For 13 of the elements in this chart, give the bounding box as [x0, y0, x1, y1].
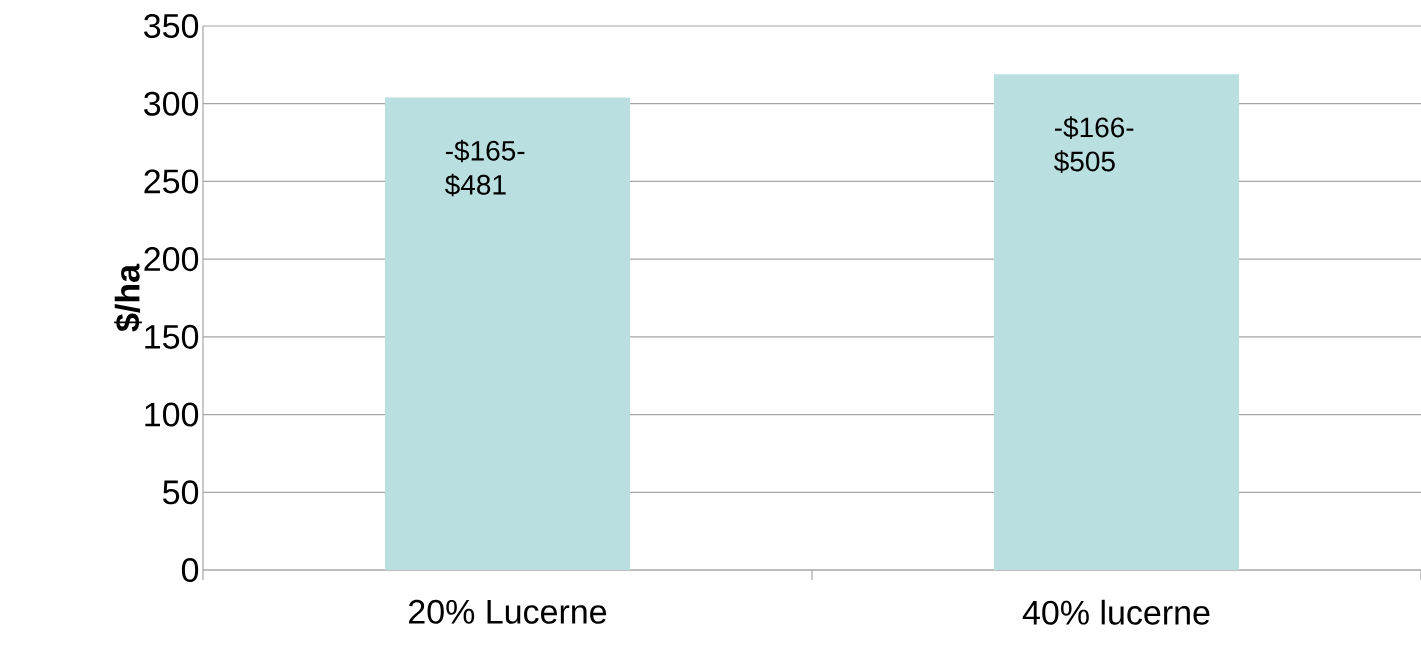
y-tick-label: 0 — [181, 557, 199, 583]
y-tick-label: 150 — [145, 324, 199, 349]
y-tick-label: 250 — [144, 169, 199, 194]
annotation: -$165-$481 — [445, 139, 525, 197]
y-tick-label: 100 — [145, 402, 199, 427]
y-tick-label: 350 — [144, 13, 199, 39]
y-axis-title: $/ha — [114, 263, 142, 332]
x-tick-label: 20% Lucerne — [409, 599, 607, 624]
y-tick-label: 200 — [144, 247, 199, 272]
x-tick-label: 40% lucerne — [1022, 599, 1210, 625]
annotation: -$166-$505 — [1054, 116, 1134, 174]
y-tick-label: 50 — [163, 480, 199, 505]
y-tick-label: 300 — [144, 91, 199, 116]
